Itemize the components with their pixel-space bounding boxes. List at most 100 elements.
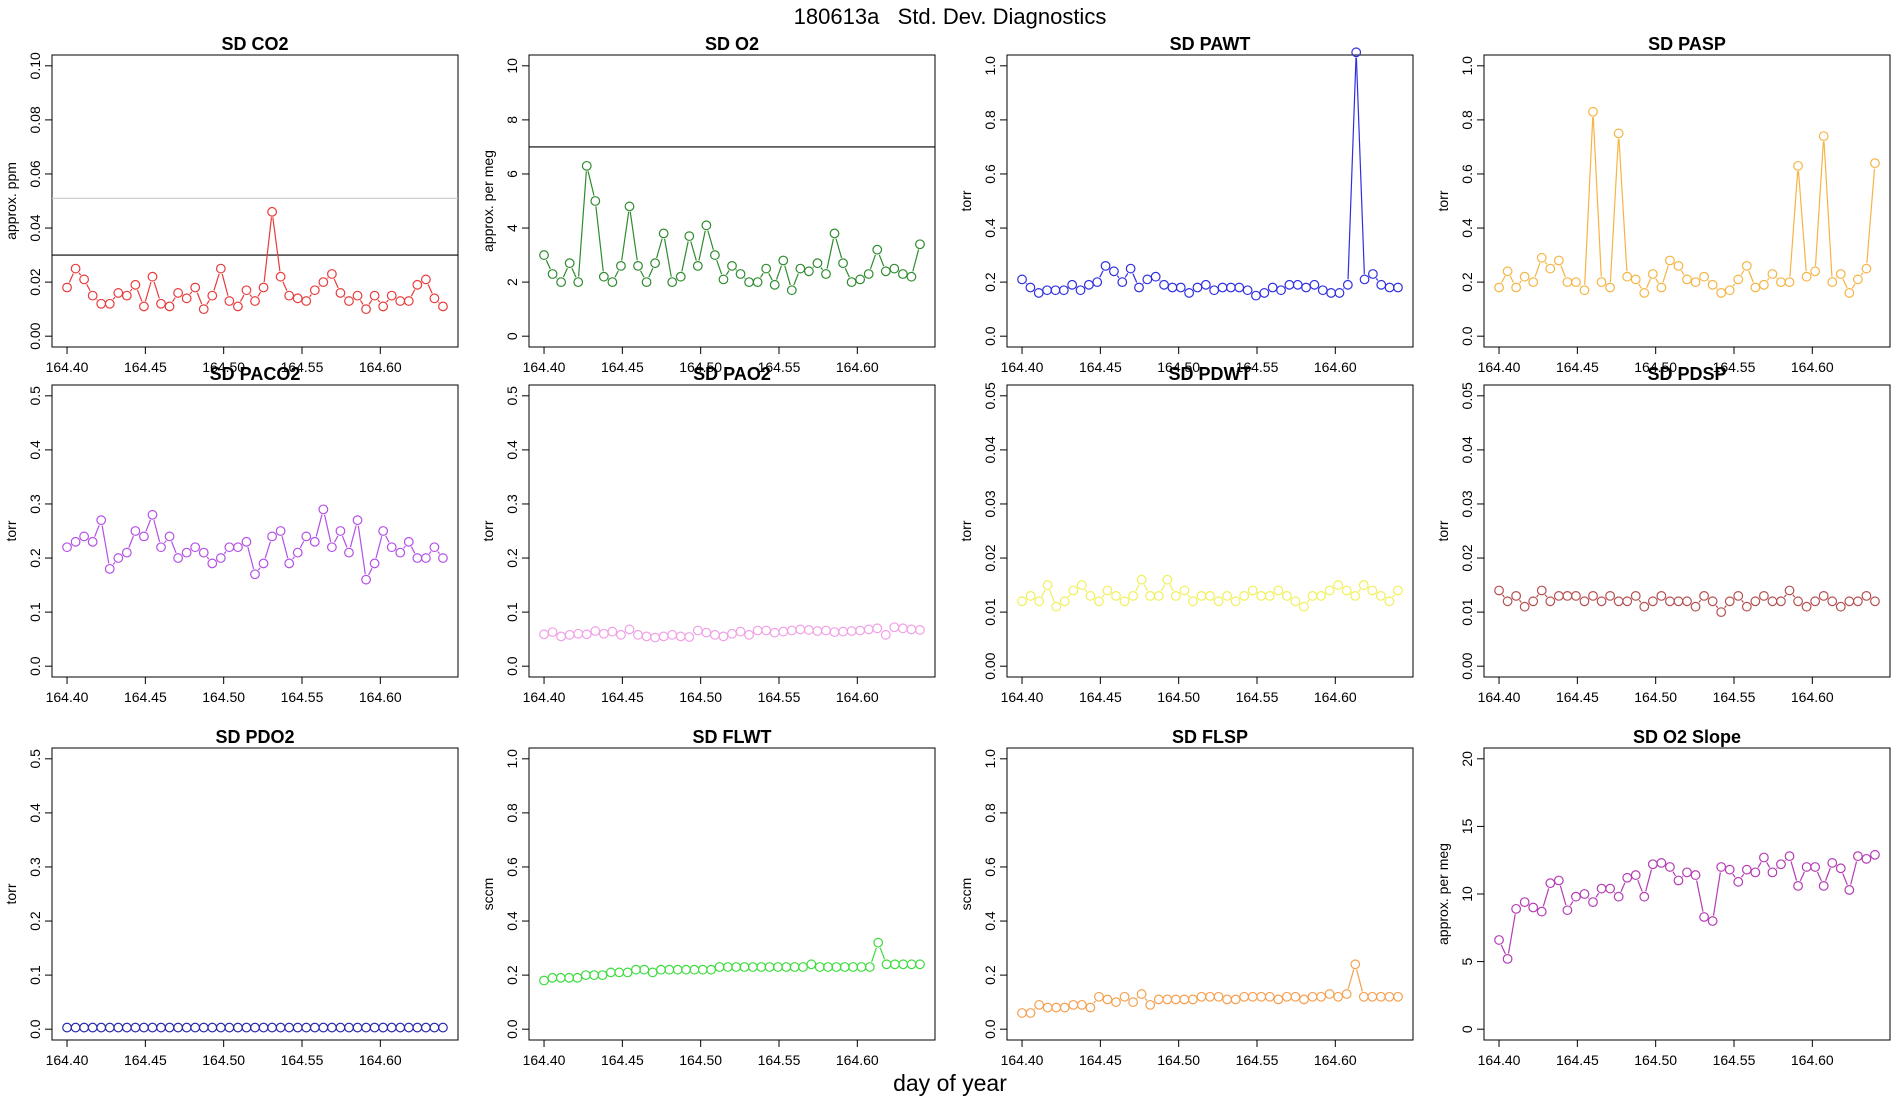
y-tick-label: 0.4 xyxy=(982,218,998,238)
y-tick-label: 0.0 xyxy=(27,656,43,676)
y-axis-label: torr xyxy=(1435,190,1451,211)
data-point xyxy=(846,626,857,636)
plot-frame xyxy=(1483,747,1891,1041)
data-point xyxy=(309,536,320,547)
data-point xyxy=(87,536,98,547)
data-point xyxy=(215,553,226,563)
x-tick-label: 164.55 xyxy=(1713,689,1756,705)
series-segment xyxy=(1784,859,1786,861)
data-point xyxy=(667,629,678,640)
y-tick-label: 0.2 xyxy=(27,548,43,568)
series-segment xyxy=(410,289,416,297)
data-point xyxy=(829,627,840,638)
data-point xyxy=(1051,1002,1062,1013)
series-segment xyxy=(1776,277,1778,279)
chart-title: SD FLSP xyxy=(1172,727,1248,747)
data-point xyxy=(1267,282,1278,293)
data-point xyxy=(1784,277,1795,288)
data-point xyxy=(761,625,772,636)
data-point xyxy=(1324,585,1335,596)
data-point xyxy=(539,629,549,640)
data-point xyxy=(1827,277,1838,288)
series-segment xyxy=(257,291,262,297)
data-point xyxy=(1605,282,1616,293)
x-tick-label: 164.55 xyxy=(1713,1052,1756,1068)
y-axis-label: approx. per meg xyxy=(480,150,496,252)
data-point xyxy=(789,962,800,972)
x-tick-label: 164.50 xyxy=(1634,689,1677,705)
data-point xyxy=(361,574,371,585)
plot-frame xyxy=(528,747,936,1041)
data-point xyxy=(650,632,661,643)
plot-frame xyxy=(1483,54,1891,348)
series-segment xyxy=(1536,594,1539,598)
series-segment xyxy=(1136,997,1139,999)
y-tick-label: 0.6 xyxy=(982,164,998,184)
data-point xyxy=(556,631,567,642)
y-tick-label: 0.0 xyxy=(982,326,998,346)
series-segment xyxy=(145,519,152,532)
data-point xyxy=(581,160,592,171)
data-point xyxy=(1750,596,1761,607)
data-point xyxy=(1690,277,1701,288)
series-segment xyxy=(326,277,329,279)
data-point xyxy=(1750,867,1761,878)
data-point xyxy=(275,526,286,536)
data-point xyxy=(181,293,192,304)
data-point xyxy=(1109,266,1119,277)
data-point xyxy=(1758,279,1769,290)
series-segment xyxy=(272,217,281,272)
data-point xyxy=(1724,285,1735,296)
x-tick-label: 164.40 xyxy=(46,359,89,375)
data-point xyxy=(215,1022,226,1033)
series-segment xyxy=(879,947,886,960)
series-segment xyxy=(129,288,133,292)
x-tick-label: 164.45 xyxy=(601,1052,644,1068)
data-point xyxy=(1579,285,1590,296)
y-tick-label: 0.2 xyxy=(1459,272,1475,292)
series-segment xyxy=(1618,138,1628,272)
x-tick-label: 164.60 xyxy=(1791,359,1834,375)
data-point xyxy=(1519,601,1530,612)
data-point xyxy=(1827,858,1838,868)
series-segment xyxy=(878,254,885,267)
data-point xyxy=(130,526,141,536)
data-point xyxy=(1068,585,1079,596)
y-axis-label: torr xyxy=(3,883,19,904)
data-point xyxy=(1810,266,1821,277)
data-point xyxy=(233,542,243,553)
data-point xyxy=(1301,282,1311,293)
data-point xyxy=(906,959,917,970)
data-point xyxy=(1519,897,1530,908)
data-point xyxy=(1117,277,1128,288)
data-point xyxy=(1784,585,1795,596)
data-point xyxy=(1033,288,1044,298)
data-point xyxy=(1630,590,1641,601)
data-point xyxy=(344,1022,354,1033)
plot-frame xyxy=(528,54,936,348)
y-axis-label: torr xyxy=(480,520,496,541)
data-point xyxy=(121,547,132,558)
data-point xyxy=(1622,872,1633,883)
x-tick-label: 164.55 xyxy=(281,1052,324,1068)
data-point xyxy=(1358,580,1369,590)
data-point xyxy=(1284,279,1295,290)
data-point xyxy=(275,1022,286,1033)
data-point xyxy=(1673,260,1684,271)
series-segment xyxy=(349,525,357,548)
series-segment xyxy=(1501,594,1505,598)
data-point xyxy=(598,271,609,282)
series-segment xyxy=(744,277,746,279)
data-point xyxy=(1264,590,1275,601)
data-point xyxy=(1145,590,1156,601)
data-point xyxy=(1290,991,1301,1002)
data-point xyxy=(335,526,346,536)
data-point xyxy=(598,628,609,639)
y-tick-label: 0.04 xyxy=(27,214,43,241)
data-point xyxy=(1276,285,1286,296)
data-point xyxy=(1545,878,1556,889)
data-point xyxy=(573,628,584,639)
series-segment xyxy=(1741,599,1744,603)
data-point xyxy=(1665,862,1675,872)
series-segment xyxy=(1707,280,1710,282)
